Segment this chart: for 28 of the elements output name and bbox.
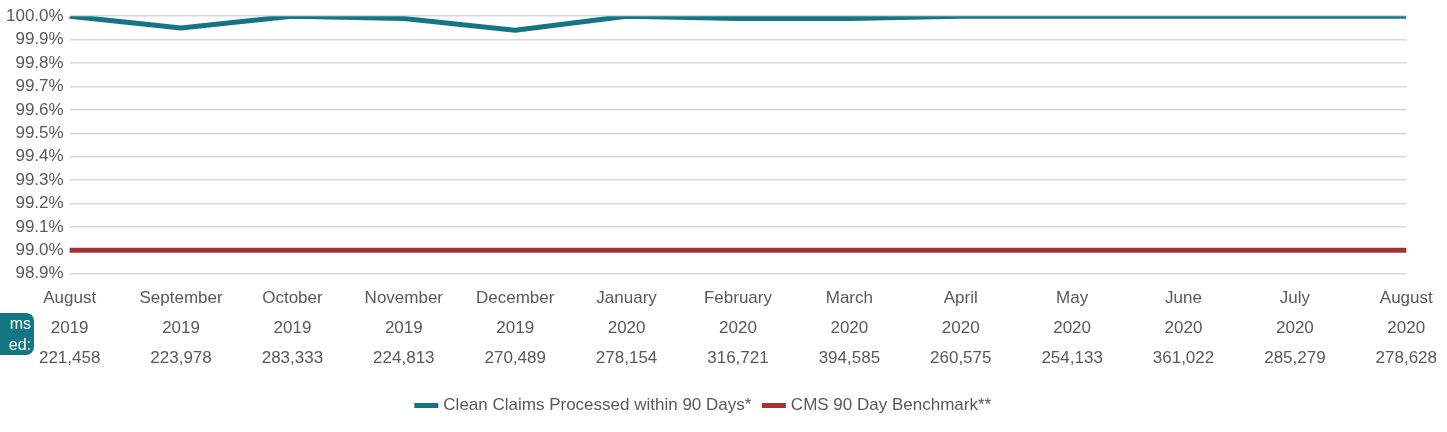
x-tick-label: December 2019 270,489	[475, 288, 555, 367]
y-tick-label: 99.2%	[15, 193, 64, 213]
x-tick-label: March 2020 394,585	[818, 288, 881, 367]
y-tick-label: 100.0%	[5, 5, 64, 25]
x-tick-label: February 2020 316,721	[703, 288, 773, 367]
x-tick-label: April 2020 260,575	[930, 288, 992, 367]
y-tick-label: 99.3%	[15, 169, 64, 189]
x-tick-label: September 2019 223,978	[139, 288, 223, 367]
y-tick-label: 99.7%	[15, 76, 64, 96]
legend-label: CMS 90 Day Benchmark**	[790, 395, 992, 415]
y-tick-label: 99.4%	[15, 146, 64, 166]
x-tick-label: October 2019 283,333	[261, 288, 324, 367]
y-tick-label: 99.1%	[15, 216, 64, 236]
x-tick-label: August 2020 278,628	[1375, 288, 1437, 367]
x-tick-label: May 2020 254,133	[1041, 288, 1103, 367]
x-tick-label: June 2020 361,022	[1152, 288, 1215, 367]
x-tick-label: November 2019 224,813	[364, 288, 444, 367]
y-tick-label: 99.0%	[15, 240, 64, 260]
y-tick-label: 99.6%	[15, 99, 64, 119]
y-tick-label: 99.8%	[15, 52, 64, 72]
y-tick-label: 98.9%	[15, 263, 64, 283]
y-tick-label: 99.9%	[15, 29, 64, 49]
x-tick-label: January 2020 278,154	[595, 288, 658, 367]
text: ms ed:	[0, 313, 34, 355]
y-tick-label: 99.5%	[15, 122, 64, 142]
x-tick-label: July 2020 285,279	[1264, 288, 1326, 367]
legend-label: Clean Claims Processed within 90 Days*	[443, 395, 752, 415]
x-tick-label: August 2019 221,458	[38, 288, 101, 367]
